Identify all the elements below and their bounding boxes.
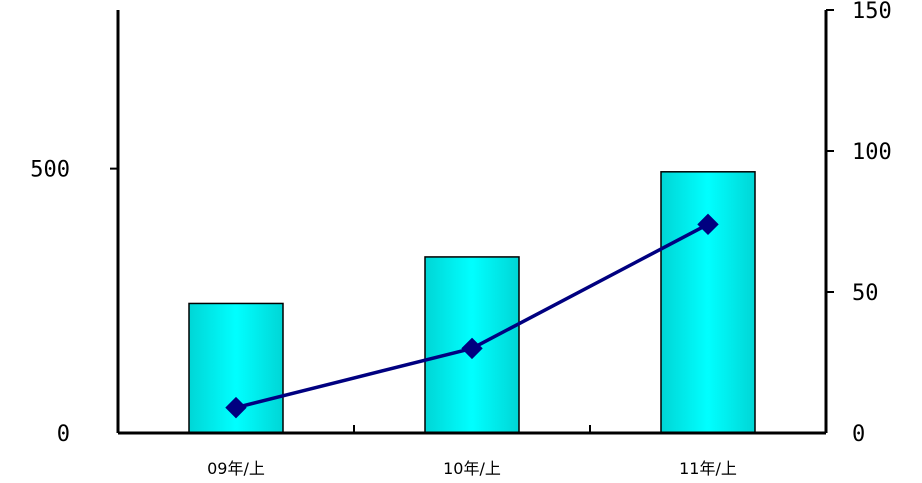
line-point-0 — [225, 396, 247, 419]
left-tick-label-0: 0 — [57, 422, 70, 447]
right-tick-label-2: 100 — [852, 140, 892, 165]
labels: 0 500 0 50 100 150 09年/上 10年/上 11年/上 — [30, 0, 892, 478]
category-label-2: 11年/上 — [679, 459, 737, 478]
bar-2 — [660, 171, 756, 434]
right-tick-label-0: 0 — [852, 422, 865, 447]
line-series — [225, 213, 719, 419]
line-point-1 — [461, 337, 483, 360]
right-tick-label-3: 150 — [852, 0, 892, 24]
axes — [110, 9, 834, 435]
right-tick-label-1: 50 — [852, 281, 879, 306]
left-tick-label-1: 500 — [30, 158, 70, 183]
category-label-1: 10年/上 — [443, 459, 501, 478]
bar-series — [188, 171, 756, 434]
category-label-0: 09年/上 — [207, 459, 265, 478]
line-point-2 — [697, 213, 719, 236]
